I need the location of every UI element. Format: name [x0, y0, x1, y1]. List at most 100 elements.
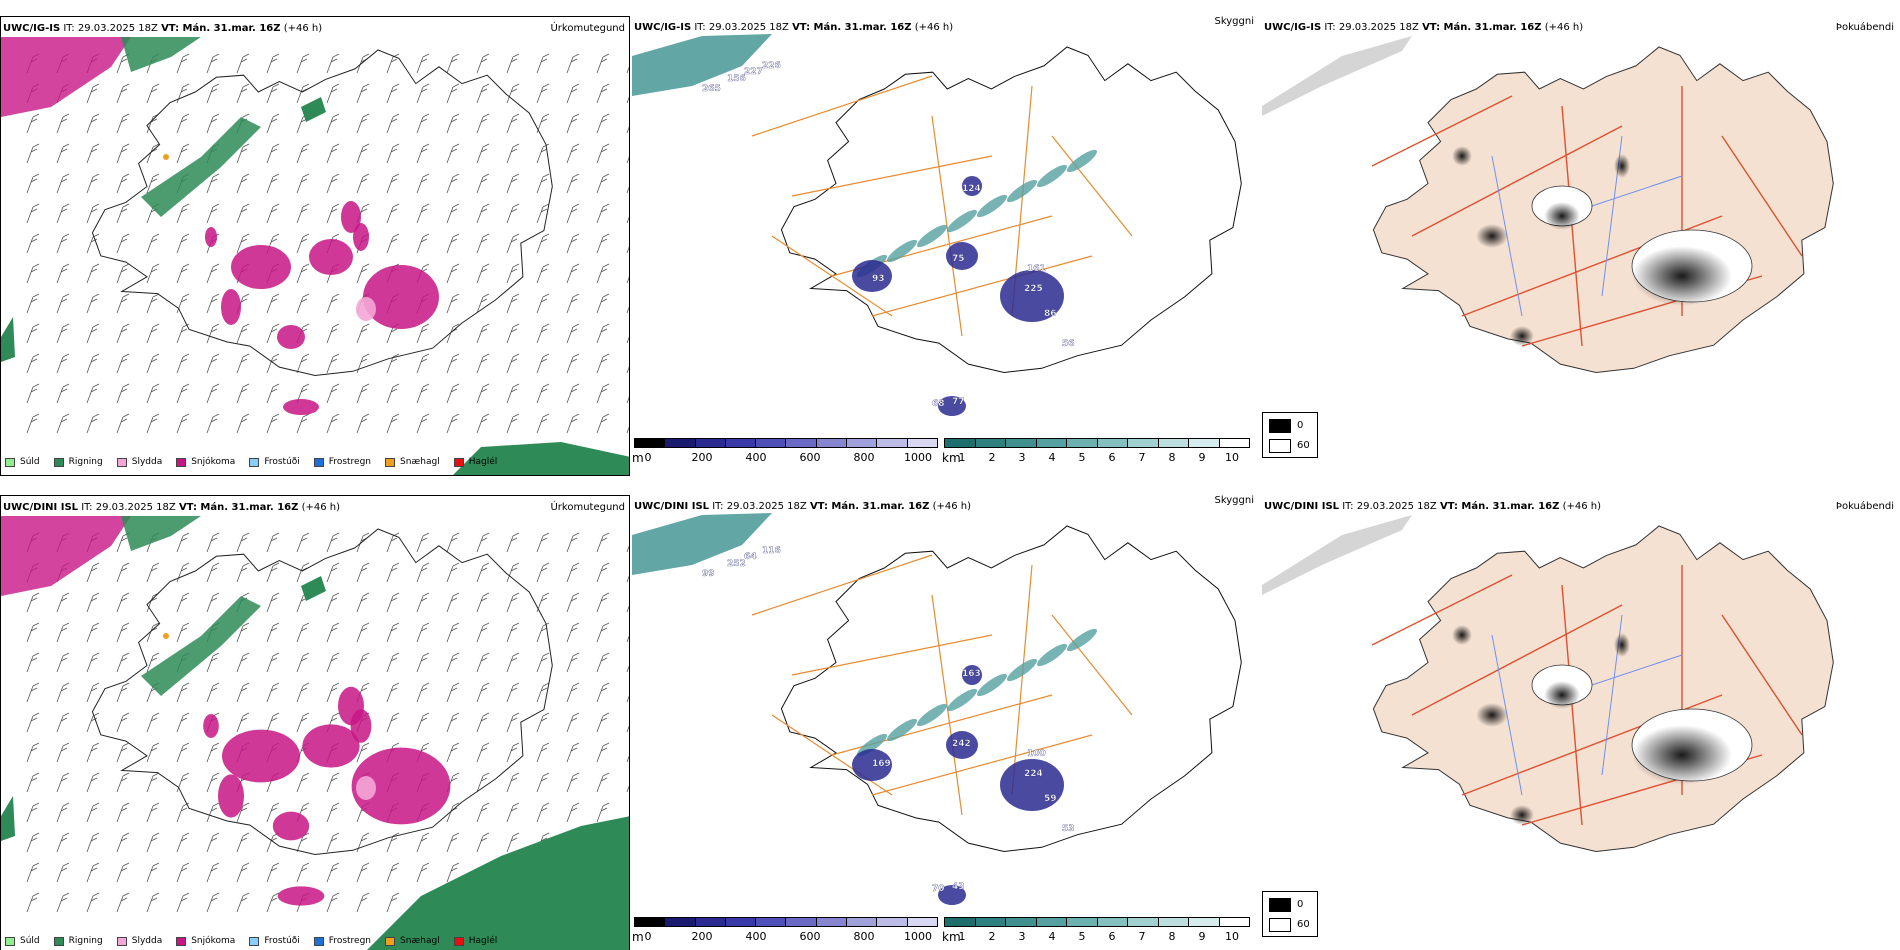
- wind-barb: [386, 413, 400, 434]
- wind-barb: [176, 293, 190, 314]
- wind-barb: [266, 173, 280, 194]
- road-line: [1011, 564, 1033, 796]
- wind-barb: [236, 143, 250, 164]
- wind-barb: [506, 203, 520, 224]
- wind-barb: [386, 652, 400, 673]
- wind-barb: [386, 233, 400, 254]
- colorbar-tick: 800: [853, 451, 875, 464]
- legend-item: Rigning: [53, 457, 103, 467]
- wind-barb: [146, 562, 160, 583]
- wind-barb: [56, 143, 70, 164]
- wind-barb: [176, 383, 190, 404]
- wind-barb: [116, 353, 130, 374]
- wind-barb: [236, 53, 250, 74]
- wind-barb: [356, 562, 370, 583]
- wind-barb: [176, 143, 190, 164]
- wind-barb: [476, 353, 490, 374]
- wind-barb: [536, 652, 550, 673]
- visibility-colorbar: [944, 438, 1250, 448]
- legend-item: Frostúði: [249, 936, 300, 946]
- wind-barb: [116, 263, 130, 284]
- wind-barb: [476, 742, 490, 763]
- wind-barb: [626, 276, 629, 284]
- panel-header: UWC/DINI ISL IT: 29.03.2025 18Z VT: Mán.…: [634, 501, 971, 512]
- wind-barb: [506, 413, 520, 434]
- wind-barb: [206, 353, 220, 374]
- wind-barb: [176, 233, 190, 254]
- wind-barb: [266, 562, 280, 583]
- cloud-base-label: 224: [1024, 769, 1043, 779]
- wind-barb: [506, 592, 520, 613]
- wind-barb: [176, 682, 190, 703]
- wind-barb: [206, 742, 220, 763]
- wind-barb: [566, 383, 580, 404]
- wind-barb: [266, 83, 280, 104]
- wind-barb: [296, 263, 310, 284]
- wind-barb: [566, 742, 580, 763]
- wind-barb: [476, 532, 490, 553]
- colorbar-tick: 200: [691, 451, 713, 464]
- wind-barb: [206, 83, 220, 104]
- wind-barb: [416, 652, 430, 673]
- wind-barb: [206, 173, 220, 194]
- wind-barb: [236, 383, 250, 404]
- wind-barb: [146, 293, 160, 314]
- legend-label: Snjókoma: [191, 457, 236, 467]
- wind-barb: [296, 53, 310, 74]
- colorbar-tick: 7: [1138, 451, 1146, 464]
- legend-label: Frostúði: [264, 457, 300, 467]
- wind-barb: [206, 293, 220, 314]
- wind-barb: [536, 353, 550, 374]
- wind-barb: [386, 173, 400, 194]
- snow-patch: [203, 714, 219, 738]
- sleet-patch: [356, 297, 376, 321]
- wind-barb: [626, 156, 629, 164]
- wind-barb: [476, 562, 490, 583]
- wind-barb: [56, 772, 70, 793]
- wind-barb: [176, 263, 190, 284]
- wind-barb: [176, 892, 190, 913]
- snow-patch: [221, 289, 241, 325]
- colorbar-cell: [725, 918, 757, 926]
- wind-barb: [26, 323, 40, 344]
- wind-barb: [446, 832, 460, 853]
- low-visibility-streak: [1036, 164, 1068, 188]
- wind-barb: [416, 233, 430, 254]
- colorbar-tick: 600: [799, 930, 821, 943]
- wind-barb: [56, 293, 70, 314]
- fog-area: [1452, 625, 1472, 645]
- wind-barb: [86, 652, 100, 673]
- legend-item: Rigning: [53, 936, 103, 946]
- colorbar-cell: [847, 918, 878, 926]
- fog-area: [1632, 246, 1732, 306]
- wind-barb: [296, 622, 310, 643]
- wind-barb: [626, 246, 629, 254]
- wind-barb: [326, 802, 340, 823]
- wind-barb: [56, 113, 70, 134]
- road-line: [791, 634, 993, 676]
- wind-barb: [566, 173, 580, 194]
- wind-barb: [416, 712, 430, 733]
- legend-swatch: [249, 457, 260, 467]
- valid-time: VT: Mán. 31.mar. 16Z: [1439, 501, 1560, 512]
- wind-barb: [116, 652, 130, 673]
- wind-barb: [326, 892, 340, 913]
- colorbar-tick: 600: [799, 451, 821, 464]
- wind-barb: [626, 186, 629, 194]
- wind-barb: [56, 323, 70, 344]
- cloud-base-area: [938, 885, 966, 905]
- colorbar-cell: [665, 439, 696, 447]
- wind-barb: [566, 83, 580, 104]
- colorbar-tick: 10: [1225, 930, 1239, 943]
- wind-barb: [206, 562, 220, 583]
- wind-barb: [236, 892, 250, 913]
- colorbar-cell: [786, 918, 817, 926]
- visibility-unit: km: [942, 451, 961, 465]
- wind-barb: [296, 712, 310, 733]
- wind-barb: [626, 665, 629, 673]
- colorbar-cell: [695, 439, 726, 447]
- cloud-base-area: [962, 665, 982, 685]
- panel-header: UWC/DINI ISL IT: 29.03.2025 18Z VT: Mán.…: [1264, 501, 1601, 512]
- wind-barb: [176, 562, 190, 583]
